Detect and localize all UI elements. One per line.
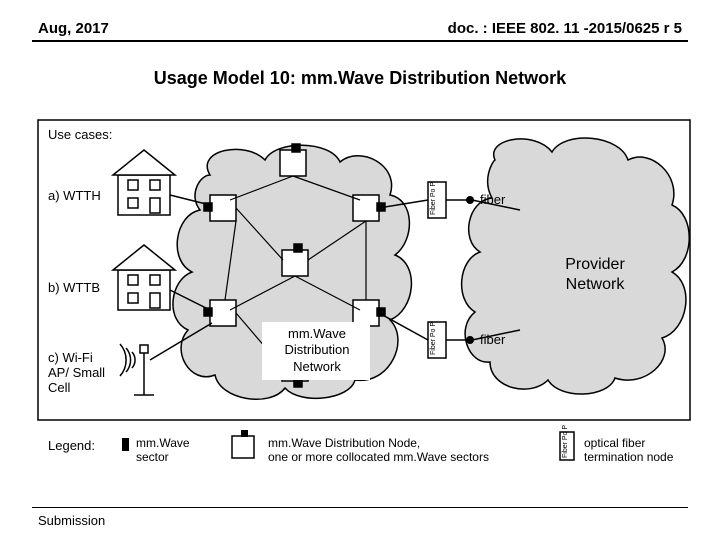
footer-submission: Submission	[38, 513, 105, 528]
footer-rule	[32, 507, 688, 508]
case-a-label: a) WTTH	[48, 188, 101, 203]
case-b-label: b) WTTB	[48, 280, 100, 295]
use-cases-heading: Use cases:	[48, 127, 112, 142]
dist-network-label: mm.Wave Distribution Network	[267, 326, 367, 375]
fiber-label-1: fiber	[480, 192, 505, 207]
legend-node-line2: one or more collocated mm.Wave sectors	[268, 450, 489, 464]
fiber-pop-label-2: Fiber Po P	[430, 322, 437, 355]
legend-heading: Legend:	[48, 438, 95, 453]
legend-node-line1: mm.Wave Distribution Node,	[268, 436, 420, 450]
case-c-label: c) Wi-Fi AP/ Small Cell	[48, 350, 108, 395]
legend-fiber-line1: optical fiber	[584, 436, 645, 450]
fiber-label-2: fiber	[480, 332, 505, 347]
fiber-pop-label-1: Fiber Po P	[430, 182, 437, 215]
fiber-pop-label-legend: Fiber Po P	[562, 425, 569, 458]
legend-sector-line2: sector	[136, 450, 169, 464]
legend-fiber-line2: termination node	[584, 450, 673, 464]
provider-network-label: Provider Network	[540, 255, 650, 295]
legend-sector-line1: mm.Wave	[136, 436, 190, 450]
